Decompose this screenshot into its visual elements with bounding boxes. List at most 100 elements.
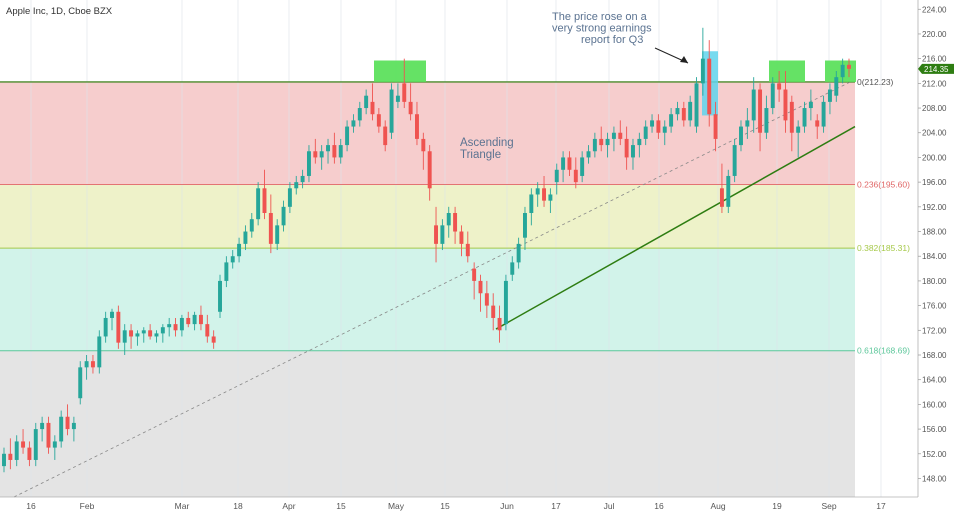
candle-body xyxy=(402,83,407,102)
candle-body xyxy=(777,83,782,90)
candle xyxy=(669,108,674,133)
candle-body xyxy=(306,151,311,176)
candle xyxy=(567,151,572,176)
candle-body xyxy=(2,453,6,467)
candle-body xyxy=(332,145,337,158)
candle-body xyxy=(129,330,134,337)
x-tick-label: 16 xyxy=(26,501,36,511)
candle xyxy=(681,101,686,127)
x-tick-label: 16 xyxy=(654,501,664,511)
candle xyxy=(179,314,184,337)
candle-body xyxy=(186,317,191,325)
candle xyxy=(535,182,540,207)
candle xyxy=(338,138,343,164)
candle-body xyxy=(580,157,585,176)
candle-body xyxy=(122,330,127,343)
candle-body xyxy=(389,89,394,133)
candle-body xyxy=(662,126,667,133)
candle xyxy=(389,83,394,139)
candle xyxy=(402,58,407,109)
candle xyxy=(2,447,6,473)
fib-level-label: 0.382(185.31) xyxy=(857,243,910,253)
candle-body xyxy=(294,182,299,189)
candle-body xyxy=(33,429,38,460)
candle xyxy=(700,27,705,96)
candle-body xyxy=(160,327,165,334)
candle-body xyxy=(631,145,635,158)
candle-body xyxy=(459,231,464,244)
candle xyxy=(643,120,648,146)
candle-body xyxy=(71,422,76,430)
x-tick-label: Jun xyxy=(500,501,514,511)
candle-body xyxy=(465,243,470,257)
y-tick-label: 180.00 xyxy=(922,277,947,286)
candle xyxy=(503,274,508,331)
candle xyxy=(599,126,604,152)
fib-zone-0-0236 xyxy=(0,81,855,185)
y-tick-label: 200.00 xyxy=(922,153,947,162)
candle-body xyxy=(415,114,419,139)
candle xyxy=(789,95,794,152)
candle xyxy=(529,188,534,226)
candle-body xyxy=(148,330,153,337)
candle xyxy=(656,114,661,139)
candle-body xyxy=(434,225,438,244)
last-price-tag-label: 214.35 xyxy=(924,65,949,74)
fib-zone-0382-0618 xyxy=(0,248,855,351)
candle-body xyxy=(764,108,769,133)
candle-body xyxy=(211,336,216,343)
candle xyxy=(821,95,826,133)
candle xyxy=(332,132,337,164)
candle xyxy=(40,416,45,442)
x-tick-label: May xyxy=(388,501,405,511)
candle xyxy=(300,169,305,189)
candle-body xyxy=(376,114,381,127)
candle xyxy=(84,355,89,380)
candle-body xyxy=(453,213,458,232)
candle-body xyxy=(624,138,629,158)
y-tick-label: 208.00 xyxy=(922,104,947,113)
candle xyxy=(465,231,470,263)
candle-body xyxy=(789,101,794,133)
candle xyxy=(211,330,216,349)
candle-body xyxy=(491,305,496,318)
annotation-earnings-text: The price rose on a xyxy=(552,11,648,23)
annotation-earnings-text: very strong earnings xyxy=(552,23,652,35)
candle-body xyxy=(205,324,210,337)
annotation-earnings-text: report for Q3 xyxy=(581,34,643,46)
x-tick-label: Aug xyxy=(710,501,725,511)
candle-body xyxy=(688,101,693,121)
candle xyxy=(186,311,191,328)
x-tick-label: Jul xyxy=(604,501,615,511)
candle xyxy=(294,175,299,195)
candle-body xyxy=(510,262,515,275)
candle xyxy=(777,71,782,102)
x-tick-label: 15 xyxy=(440,501,450,511)
resistance-touch-box xyxy=(769,60,805,82)
candle-body xyxy=(815,120,820,127)
candle-body xyxy=(421,138,426,152)
candle xyxy=(611,126,616,152)
candle xyxy=(243,225,248,251)
candle xyxy=(719,163,724,213)
candle xyxy=(510,256,515,281)
x-tick-label: 19 xyxy=(772,501,782,511)
candle xyxy=(713,101,718,152)
chart-title: Apple Inc, 1D, Cboe BZX xyxy=(6,6,113,17)
candle xyxy=(154,330,159,343)
candle-body xyxy=(834,77,839,96)
candle xyxy=(97,330,102,374)
candle xyxy=(205,314,210,343)
candle xyxy=(313,138,318,164)
y-tick-label: 164.00 xyxy=(922,376,947,385)
candle xyxy=(631,138,635,170)
candle xyxy=(764,95,769,139)
y-tick-label: 184.00 xyxy=(922,252,947,261)
x-tick-label: Apr xyxy=(282,501,295,511)
candle-body xyxy=(357,108,362,121)
candle xyxy=(542,175,547,207)
candle-body xyxy=(669,114,674,127)
candle xyxy=(758,83,763,152)
candle-body xyxy=(192,314,197,325)
